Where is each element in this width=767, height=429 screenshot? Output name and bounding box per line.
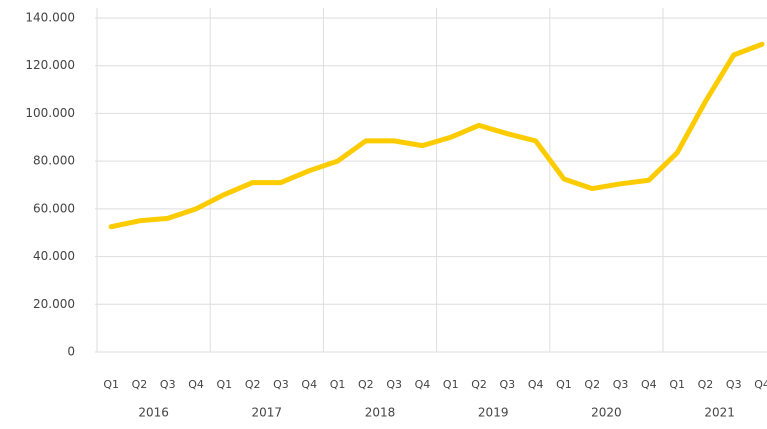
y-tick-label: 60.000 — [33, 201, 75, 215]
x-tick-label: Q1 — [330, 378, 346, 391]
x-tick-label: Q3 — [273, 378, 289, 391]
y-tick-label: 0 — [67, 345, 75, 359]
y-tick-label: 120.000 — [25, 58, 75, 72]
x-tick-label: Q2 — [698, 378, 714, 391]
x-tick-label: Q3 — [160, 378, 176, 391]
year-label: 2019 — [478, 406, 509, 420]
x-tick-label: Q4 — [301, 378, 317, 391]
x-tick-label: Q2 — [245, 378, 261, 391]
y-tick-label: 140.000 — [25, 11, 75, 25]
x-tick-label: Q1 — [669, 378, 685, 391]
y-tick-label: 80.000 — [33, 154, 75, 168]
x-tick-label: Q4 — [188, 378, 204, 391]
x-tick-label: Q3 — [500, 378, 516, 391]
x-tick-label: Q2 — [358, 378, 374, 391]
x-tick-label: Q1 — [556, 378, 572, 391]
x-tick-label: Q2 — [584, 378, 600, 391]
x-tick-label: Q3 — [613, 378, 629, 391]
year-label: 2021 — [704, 406, 735, 420]
x-tick-label: Q1 — [217, 378, 233, 391]
x-tick-label: Q4 — [528, 378, 544, 391]
x-tick-label: Q2 — [471, 378, 487, 391]
year-label: 2018 — [365, 406, 396, 420]
x-tick-label: Q2 — [132, 378, 148, 391]
year-label: 2016 — [138, 406, 169, 420]
year-label: 2020 — [591, 406, 622, 420]
x-tick-label: Q4 — [641, 378, 657, 391]
x-tick-label: Q3 — [386, 378, 402, 391]
year-label: 2017 — [252, 406, 283, 420]
x-tick-label: Q4 — [754, 378, 767, 391]
x-tick-label: Q1 — [443, 378, 459, 391]
y-tick-label: 20.000 — [33, 297, 75, 311]
x-tick-label: Q4 — [415, 378, 431, 391]
x-tick-label: Q3 — [726, 378, 742, 391]
y-tick-label: 40.000 — [33, 249, 75, 263]
x-tick-label: Q1 — [103, 378, 119, 391]
data-line — [108, 41, 765, 230]
y-tick-label: 100.000 — [25, 106, 75, 120]
